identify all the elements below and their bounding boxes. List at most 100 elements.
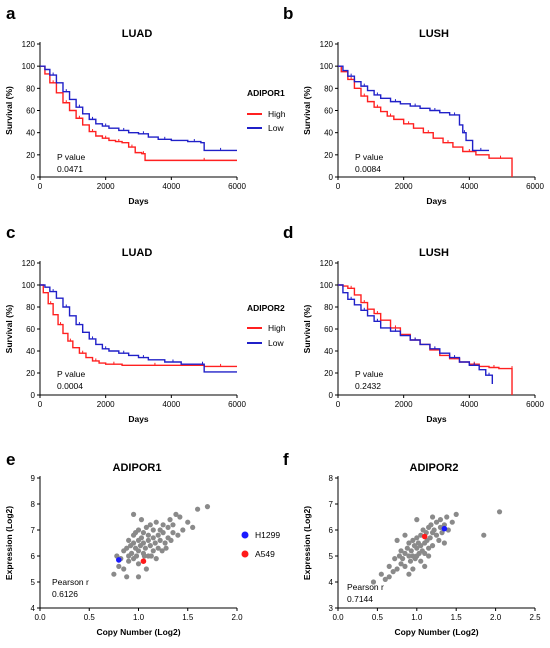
legend-title: ADIPOR1 [247,88,285,98]
y-tick-label: 6 [329,526,334,535]
data-point [142,545,148,551]
y-tick-label: 60 [324,325,333,334]
stat-label: Pearson r [347,582,384,592]
highlight-point-a549 [140,558,147,564]
y-tick-label: 0 [31,173,36,182]
data-point [157,537,163,544]
data-point [162,540,168,546]
highlight-point-h1299 [441,525,448,532]
chart-title: LUAD [122,247,153,259]
data-point [150,548,156,554]
panel-letter-e: e [6,450,15,469]
data-point [426,545,432,551]
x-tick-label: 0.5 [84,613,96,622]
data-point [437,517,444,523]
y-tick-label: 60 [26,107,35,116]
km-curve-high [40,65,237,162]
y-tick-label: 80 [26,303,35,312]
data-point [431,527,437,533]
data-point [140,540,147,546]
legend-adipor2: ADIPOR2 High Low [247,303,286,348]
data-point [190,524,196,531]
x-tick-label: 2.0 [490,613,502,622]
legend-adipor1: ADIPOR1 High Low [247,88,286,133]
data-point [129,550,135,557]
y-tick-label: 80 [324,303,333,312]
y-tick-label: 7 [31,526,36,535]
highlight-point-a549 [421,533,428,540]
chart-panel-a: LUAD 0 20 40 60 80 100 120 0 2000 4000 6000 Days Surv… [4,28,246,206]
chart-title: LUAD [122,28,153,40]
x-axis-label: Days [426,414,447,424]
data-point [163,545,169,551]
x-tick-label: 4000 [162,182,180,191]
y-tick-label: 8 [329,474,334,483]
data-point [414,535,420,541]
data-point [408,548,414,554]
data-point [481,532,487,538]
x-tick-label: 0.0 [34,613,46,622]
data-point [133,553,140,559]
y-tick-label: 40 [324,347,333,356]
data-point [429,543,436,549]
data-point [153,556,159,562]
legend-label-h1299: H1299 [255,530,280,540]
y-axis-label: Survival (%) [4,305,14,354]
highlight-point-h1299 [116,557,122,563]
y-tick-label: 4 [329,578,334,587]
data-point [145,532,151,538]
x-tick-label: 6000 [228,400,246,409]
data-point [130,540,137,546]
legend-label-high: High [268,323,286,333]
y-tick-label: 120 [320,259,334,268]
y-tick-label: 40 [26,347,35,356]
data-point [185,519,191,525]
x-tick-label: 2.0 [231,613,243,622]
data-point [439,530,445,536]
y-tick-label: 7 [329,500,334,509]
chart-panel-e: ADIPOR1 4 5 6 7 8 9 0.0 0.5 1.0 1.5 2.0 Copy Number … [4,462,243,637]
data-point [135,561,142,567]
data-point [410,537,416,544]
data-point [168,537,174,544]
data-point [143,566,149,572]
data-point [378,571,384,577]
y-tick-label: 60 [324,107,333,116]
data-point [167,517,173,523]
data-point [147,522,153,528]
chart-title: LUSH [419,28,449,40]
data-point [177,514,183,520]
data-point [386,574,392,580]
y-tick-label: 4 [31,604,36,613]
x-tick-label: 2000 [97,400,115,409]
y-tick-label: 80 [324,84,333,93]
data-point [175,532,181,538]
y-tick-label: 100 [320,62,334,71]
data-point [155,545,161,551]
x-tick-label: 4000 [460,400,478,409]
y-tick-label: 120 [320,40,334,49]
data-point [130,511,137,517]
data-point [398,548,404,554]
x-tick-label: 1.5 [182,613,194,622]
data-point [135,574,142,580]
data-point [138,517,145,523]
data-point [441,540,447,546]
y-tick-label: 20 [324,151,333,160]
legend-title: ADIPOR2 [247,303,285,313]
y-axis-label: Survival (%) [4,86,14,135]
data-point [126,537,132,544]
chart-panel-b: LUSH 0 20 40 60 80 100 120 0 2000 4000 6000 Days Surv… [302,28,544,206]
data-point [121,566,127,572]
data-point [428,522,434,528]
data-point [427,535,433,541]
data-point [402,550,408,557]
km-curve-low [40,284,237,373]
y-tick-label: 20 [324,369,333,378]
data-point [429,514,436,520]
data-point [124,574,130,580]
data-point [370,579,377,585]
data-point [410,566,416,572]
legend-dot-h1299 [241,531,249,539]
y-axis-label: Survival (%) [302,86,312,135]
